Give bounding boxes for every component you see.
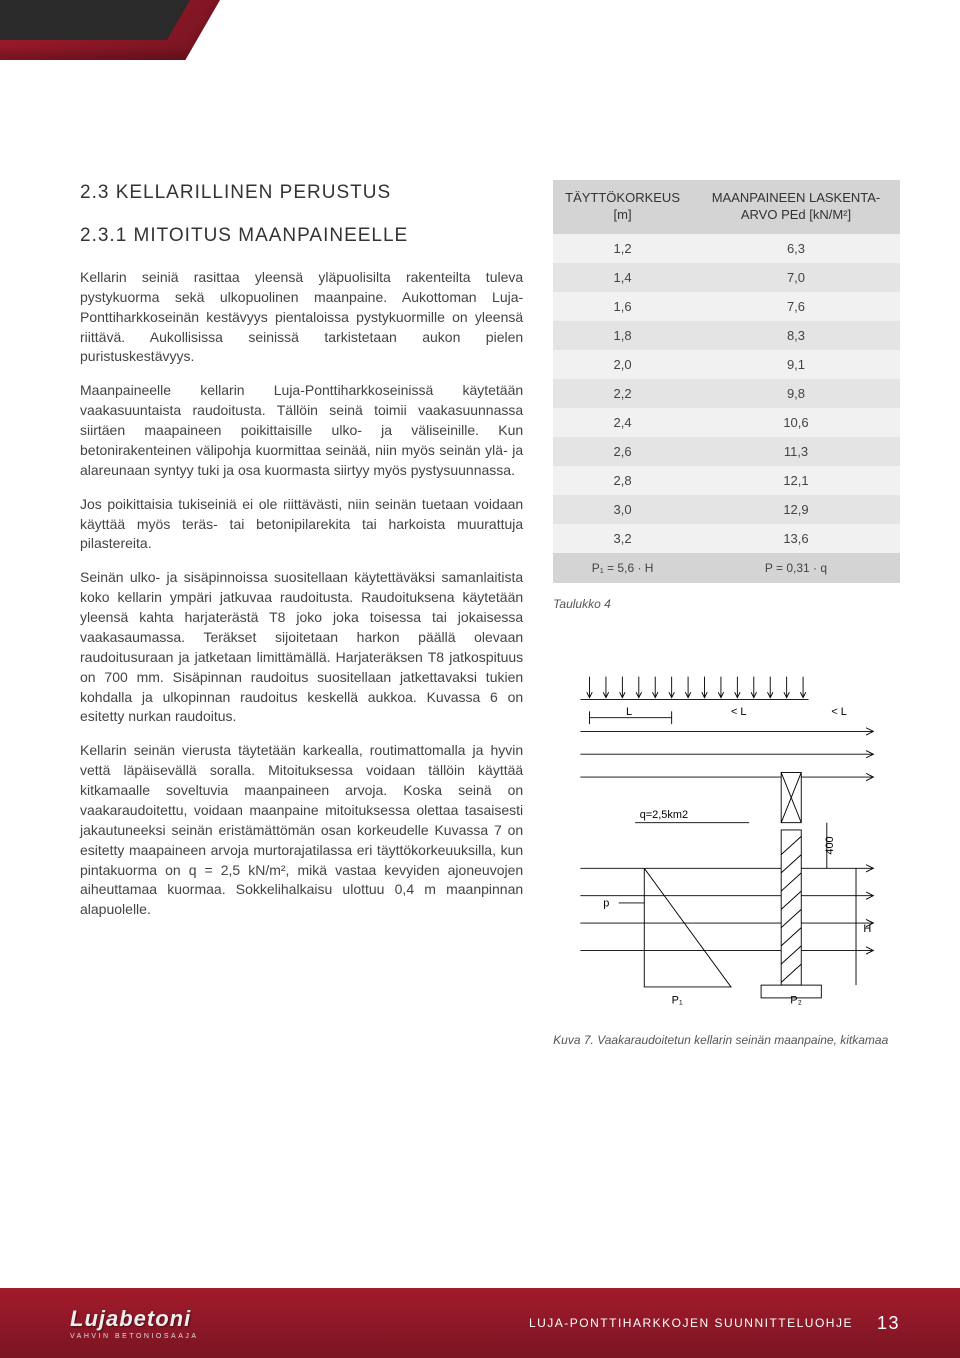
table-cell: 9,1 xyxy=(692,350,900,379)
table-row: 2,09,1 xyxy=(553,350,900,379)
page-footer: Lujabetoni VAHVIN BETONIOSAAJA LUJA-PONT… xyxy=(0,1288,960,1358)
formula-cell: P = 0,31 · q xyxy=(692,553,900,583)
table-row: 1,47,0 xyxy=(553,263,900,292)
table-cell: 1,8 xyxy=(553,321,692,350)
footer-doc-title: LUJA-PONTTIHARKKOJEN SUUNNITTELUOHJE xyxy=(529,1316,853,1330)
table-cell: 9,8 xyxy=(692,379,900,408)
body-paragraph: Kellarin seiniä rasittaa yleensä yläpuol… xyxy=(80,268,523,367)
table-cell: 1,4 xyxy=(553,263,692,292)
table-cell: 1,6 xyxy=(553,292,692,321)
table-cell: 2,0 xyxy=(553,350,692,379)
table-cell: 2,2 xyxy=(553,379,692,408)
earth-pressure-diagram: L < L < L q=2,5km2 400 p xyxy=(553,631,900,1014)
table-cell: 12,1 xyxy=(692,466,900,495)
table-cell: 7,6 xyxy=(692,292,900,321)
table-cell: 11,3 xyxy=(692,437,900,466)
table-row: 2,611,3 xyxy=(553,437,900,466)
earth-pressure-table: TÄYTTÖKORKEUS [m] MAANPAINEEN LASKENTA-A… xyxy=(553,180,900,583)
table-cell: 13,6 xyxy=(692,524,900,553)
table-cell: 2,8 xyxy=(553,466,692,495)
side-column: TÄYTTÖKORKEUS [m] MAANPAINEEN LASKENTA-A… xyxy=(553,180,900,1047)
table-header: TÄYTTÖKORKEUS [m] xyxy=(553,180,692,234)
page-number: 13 xyxy=(877,1313,900,1334)
body-paragraph: Maanpaineelle kellarin Luja-Ponttiharkko… xyxy=(80,381,523,480)
body-paragraph: Jos poikittaisia tukiseiniä ei ole riitt… xyxy=(80,495,523,555)
label-ltL2: < L xyxy=(832,706,848,718)
label-P2: P₂ xyxy=(790,994,802,1006)
table-cell: 2,4 xyxy=(553,408,692,437)
table-row: 2,410,6 xyxy=(553,408,900,437)
footer-logo: Lujabetoni xyxy=(70,1306,191,1332)
table-row: 1,88,3 xyxy=(553,321,900,350)
page-content: 2.3 KELLARILLINEN PERUSTUS 2.3.1 MITOITU… xyxy=(0,0,960,1047)
formula-cell: P₁ = 5,6 · H xyxy=(553,553,692,583)
table-cell: 10,6 xyxy=(692,408,900,437)
figure-caption: Kuva 7. Vaakaraudoitetun kellarin seinän… xyxy=(553,1033,900,1047)
table-row: 2,812,1 xyxy=(553,466,900,495)
table-cell: 7,0 xyxy=(692,263,900,292)
label-q: q=2,5km2 xyxy=(640,809,688,821)
table-cell: 8,3 xyxy=(692,321,900,350)
formula-row: P₁ = 5,6 · HP = 0,31 · q xyxy=(553,553,900,583)
label-P1: P₁ xyxy=(672,994,683,1006)
table-row: 3,213,6 xyxy=(553,524,900,553)
label-H: H xyxy=(863,923,871,935)
body-paragraph: Seinän ulko- ja sisäpinnoissa suositella… xyxy=(80,568,523,727)
body-paragraph: Kellarin seinän vierusta täytetään karke… xyxy=(80,741,523,920)
footer-tagline: VAHVIN BETONIOSAAJA xyxy=(70,1333,199,1340)
subsection-heading: 2.3.1 MITOITUS MAANPAINEELLE xyxy=(80,223,523,250)
label-400: 400 xyxy=(824,836,836,854)
table-cell: 6,3 xyxy=(692,234,900,263)
main-text-column: 2.3 KELLARILLINEN PERUSTUS 2.3.1 MITOITU… xyxy=(80,180,523,1047)
section-heading: 2.3 KELLARILLINEN PERUSTUS xyxy=(80,180,523,207)
table-caption: Taulukko 4 xyxy=(553,597,900,611)
table-row: 1,67,6 xyxy=(553,292,900,321)
table-cell: 2,6 xyxy=(553,437,692,466)
label-L: L xyxy=(626,706,632,718)
table-cell: 3,2 xyxy=(553,524,692,553)
table-cell: 3,0 xyxy=(553,495,692,524)
label-p: p xyxy=(603,897,609,909)
table-cell: 12,9 xyxy=(692,495,900,524)
table-row: 3,012,9 xyxy=(553,495,900,524)
table-row: 2,29,8 xyxy=(553,379,900,408)
label-ltL: < L xyxy=(731,706,747,718)
table-header: MAANPAINEEN LASKENTA-ARVO PEd [kN/M²] xyxy=(692,180,900,234)
table-cell: 1,2 xyxy=(553,234,692,263)
table-row: 1,26,3 xyxy=(553,234,900,263)
